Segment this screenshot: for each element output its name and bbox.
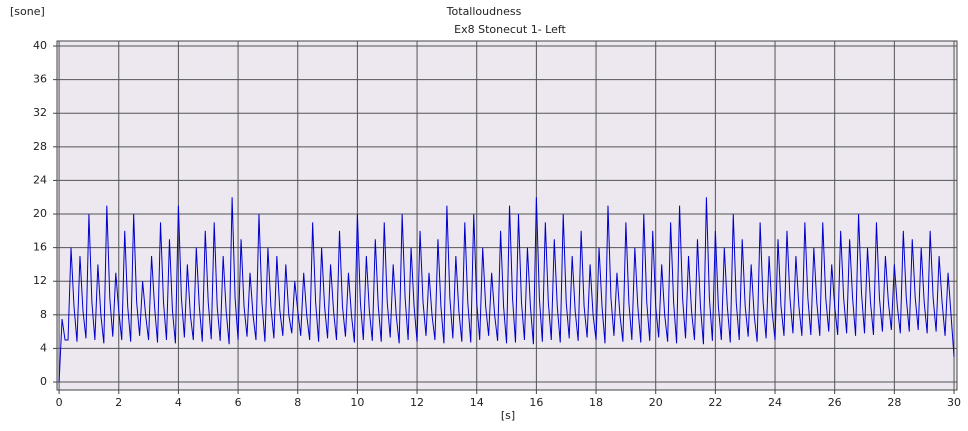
x-tick-label: 20	[649, 396, 663, 409]
y-tick-label: 40	[33, 39, 47, 52]
x-tick-label: 2	[115, 396, 122, 409]
y-tick-label: 28	[33, 140, 47, 153]
x-tick-label: 6	[235, 396, 242, 409]
data-line	[58, 197, 955, 383]
x-tick-label: 30	[947, 396, 961, 409]
x-axis-label: [s]	[501, 409, 515, 422]
y-tick-label: 36	[33, 73, 47, 86]
y-tick-label: 20	[33, 207, 47, 220]
x-tick-label: 4	[175, 396, 182, 409]
x-tick-label: 8	[294, 396, 301, 409]
y-tick-label: 4	[40, 341, 47, 354]
x-tick-label: 22	[708, 396, 722, 409]
x-tick-label: 18	[589, 396, 603, 409]
x-tick-label: 10	[350, 396, 364, 409]
y-tick-label: 12	[33, 274, 47, 287]
x-tick-label: 0	[56, 396, 63, 409]
x-tick-label: 26	[828, 396, 842, 409]
x-tick-label: 12	[410, 396, 424, 409]
y-tick-label: 8	[40, 308, 47, 321]
y-tick-label: 16	[33, 241, 47, 254]
x-tick-label: 24	[768, 396, 782, 409]
y-axis-label: [sone]	[10, 5, 45, 18]
y-tick-label: 0	[40, 375, 47, 388]
chart-title: Totalloudness	[446, 5, 522, 18]
y-tick-label: 32	[33, 106, 47, 119]
y-tick-label: 24	[33, 173, 47, 186]
chart-subtitle: Ex8 Stonecut 1- Left	[454, 23, 566, 36]
x-tick-label: 28	[887, 396, 901, 409]
x-tick-label: 16	[529, 396, 543, 409]
x-tick-label: 14	[470, 396, 484, 409]
